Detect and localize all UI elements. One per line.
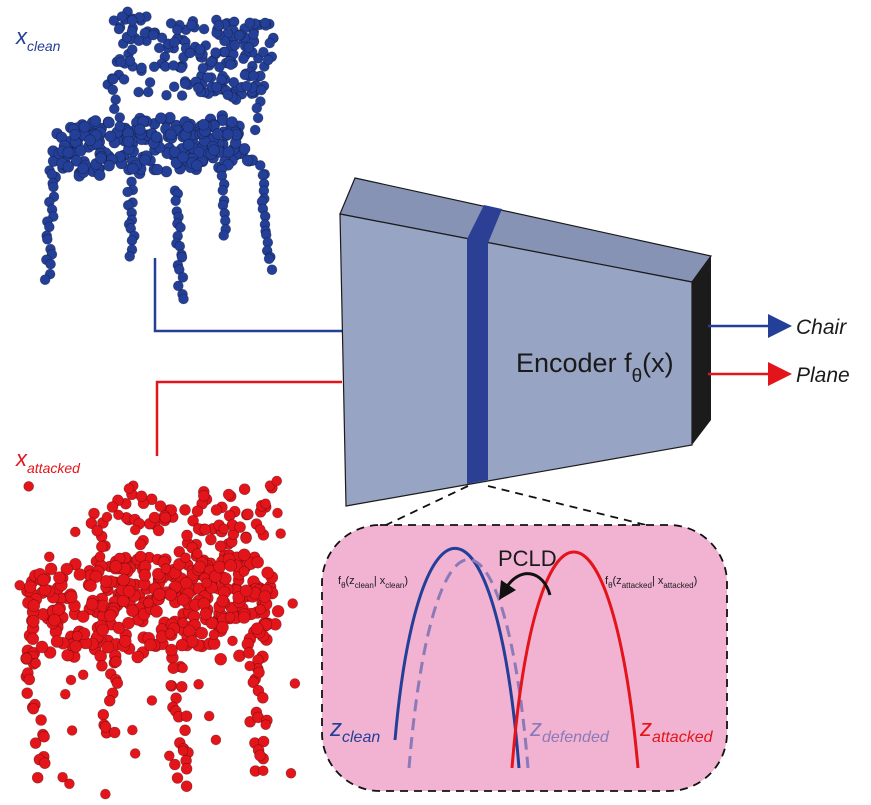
attacked-distribution-curve	[510, 550, 640, 769]
latent-distribution-panel: PCLD fθ(zclean| xclean) fθ(zattacked| xa…	[321, 524, 728, 792]
plane-output-label: Plane	[796, 364, 850, 387]
encoder-front-face	[339, 213, 693, 507]
clean-distribution-curve	[393, 547, 521, 769]
clean-chair-point-cloud	[39, 6, 279, 305]
z-clean-label: zclean	[329, 715, 380, 746]
latent-band-top	[467, 205, 502, 243]
pcld-label: PCLD	[498, 546, 557, 571]
clean-density-label: fθ(zclean| xclean)	[338, 575, 408, 590]
chair-output-label: Chair	[796, 316, 847, 339]
z-attacked-label: zattacked	[639, 715, 714, 746]
chair-arrow-head-icon	[768, 314, 792, 338]
defended-distribution-curve	[407, 558, 530, 769]
attacked-input-connector	[155, 380, 342, 456]
latent-band	[467, 239, 488, 484]
pcld-arrow-head-icon	[499, 580, 516, 600]
attacked-chair-point-cloud	[14, 475, 301, 800]
x-attacked-label: xattacked	[15, 446, 81, 476]
encoder-label: Encoder fθ(x)	[516, 348, 674, 387]
pcld-arrow-line	[504, 572, 552, 596]
clean-input-connector	[153, 258, 342, 333]
plane-arrow-head-icon	[768, 362, 792, 386]
zoom-line-right	[487, 485, 651, 527]
attacked-density-label: fθ(zattacked| xattacked)	[605, 575, 697, 590]
z-defended-label: zdefended	[529, 715, 610, 746]
encoder-side-face	[692, 256, 711, 445]
zoom-line-left	[383, 485, 469, 527]
encoder-block: Encoder fθ(x)	[339, 177, 713, 507]
x-clean-label: xclean	[15, 24, 61, 54]
